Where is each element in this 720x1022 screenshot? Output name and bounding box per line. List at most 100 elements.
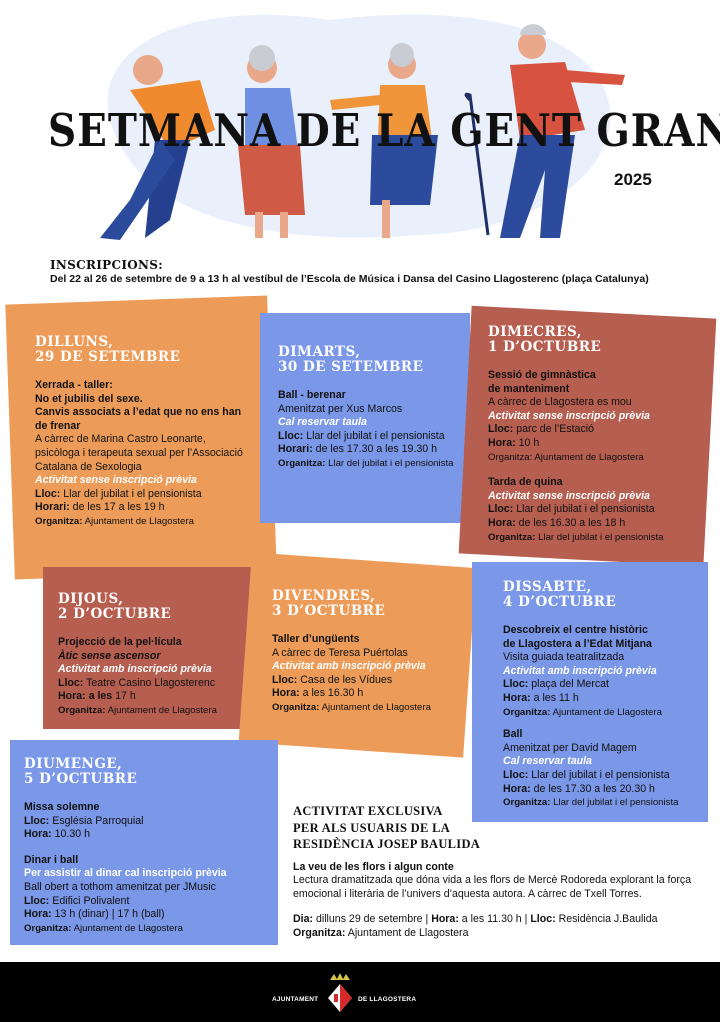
day-title-line: 1 D’OCTUBRE [488, 339, 602, 355]
event-title: Descobreix el centre històric [503, 624, 648, 636]
event-detail: Horari: de les 17.30 a les 19.30 h [278, 443, 468, 457]
detail-value: 10.30 h [51, 828, 90, 841]
detail-label: Organitza: [272, 701, 320, 713]
footer-text-right: DE LLAGOSTERA [358, 996, 417, 1003]
event-note: Activitat amb inscripció prèvia [272, 660, 426, 673]
detail-label: Hora: [488, 516, 516, 529]
event-text: A càrrec de Llagostera es mou [488, 396, 632, 409]
event-detail: Hora: 13 h (dinar) | 17 h (ball) [24, 908, 274, 922]
day-title-line: DILLUNS, [35, 334, 114, 350]
event-note: Activitat sense inscripció prèvia [35, 474, 197, 487]
inscriptions-heading: INSCRIPCIONS: [50, 258, 163, 272]
event-note: Cal reservar taula [503, 755, 592, 768]
detail-value: de les 17.30 a les 19.30 h [312, 443, 438, 456]
detail-label: Hora: [503, 782, 531, 795]
event-text: Amenitzat per Xus Marcos [278, 402, 403, 415]
day-title: DIJOUS, 2 D’OCTUBRE [58, 592, 253, 622]
day-diumenge: DIUMENGE, 5 D’OCTUBRE Missa solemne Lloc: E… [24, 757, 274, 947]
event-text: A càrrec de Teresa Puértolas [272, 646, 408, 659]
event-title: Tarda de quina [488, 476, 563, 489]
panel-diumenge-bg [10, 740, 278, 945]
event-title: Ball - berenar [278, 389, 346, 401]
detail-value: a les 16.30 h [299, 687, 364, 700]
event: Missa solemne Lloc: Església Parroquial Ho… [24, 801, 274, 842]
coat-of-arms-logo [328, 973, 352, 1012]
event-detail: Organitza: Llar del jubilat i el pension… [278, 457, 468, 471]
event: Xerrada - taller: No et jubilis del sexe.… [35, 379, 245, 529]
event-title: Projecció de la pel·lícula [58, 636, 182, 648]
dia-value: dilluns 29 de setembre | [313, 913, 432, 926]
day-dimecres: DIMECRES, 1 D’OCTUBRE Sessió de gimnàstica… [488, 325, 698, 556]
detail-value: 17 h [112, 690, 136, 703]
event-detail: Organitza: Ajuntament de Llagostera [58, 704, 253, 718]
hora-value: a les 11.30 h | [458, 913, 531, 926]
event: Taller d’ungüents A càrrec de Teresa Puér… [272, 633, 467, 715]
event-note: Activitat sense inscripció prèvia [488, 489, 650, 502]
event-text: Organitza: Ajuntament de Llagostera [488, 451, 644, 463]
event-detail: Lloc: Llar del jubilat i el pensionista [488, 503, 698, 517]
event-detail: Lloc: Església Parroquial [24, 815, 274, 829]
detail-value: Edifici Polivalent [49, 894, 130, 907]
figure-man-right [500, 24, 625, 238]
detail-value: a les 11 h [530, 691, 579, 704]
event-detail: Hora: 10 h [488, 437, 698, 451]
day-title: DILLUNS, 29 DE SETEMBRE [35, 335, 245, 365]
event-text: Amenitzat per David Magem [503, 741, 637, 754]
day-title: DISSABTE, 4 D’OCTUBRE [503, 580, 708, 610]
inscriptions-section: INSCRIPCIONS: Del 22 al 26 de setembre d… [50, 258, 715, 286]
day-title: DIMARTS, 30 DE SETEMBRE [278, 345, 468, 375]
detail-value: Llar del jubilat i el pensionista [325, 457, 454, 469]
detail-label: Lloc: [24, 894, 50, 907]
event-detail: Organitza: Ajuntament de Llagostera [35, 515, 245, 529]
inscriptions-text: Del 22 al 26 de setembre de 9 a 13 h al … [50, 273, 649, 285]
event: Dinar i ball Per assistir al dinar cal in… [24, 854, 274, 936]
detail-value: Llar del jubilat i el pensionista [60, 487, 202, 500]
day-title: DIVENDRES, 3 D’OCTUBRE [272, 589, 467, 619]
event-text: Ball obert a tothom amenitzat per JMusic [24, 880, 216, 893]
figure-woman-blue [238, 45, 305, 238]
detail-value: Casa de les Vídues [297, 673, 393, 686]
figure-man-left [100, 55, 215, 240]
detail-value: 13 h (dinar) | 17 h (ball) [51, 908, 165, 921]
event-text: A càrrec de Marina Castro Leonarte, psic… [35, 433, 243, 473]
detail-label: Organitza: [58, 704, 106, 716]
dia-label: Dia: [293, 913, 314, 926]
poster-year: 2025 [614, 170, 652, 189]
day-title: DIMECRES, 1 D’OCTUBRE [488, 325, 698, 355]
event: Tarda de quina Activitat sense inscripció… [488, 476, 698, 544]
event-detail: Lloc: Teatre Casino Llagosterenc [58, 677, 253, 691]
hero-illustration: SETMANA DE LA GENT GRAN 2025 [0, 0, 720, 250]
detail-label: Hora: [488, 436, 516, 449]
exclusive-heading-line: ACTIVITAT EXCLUSIVA [293, 804, 443, 818]
exclusive-description: Lectura dramatitzada que dóna vida a les… [293, 874, 692, 900]
day-dissabte: DISSABTE, 4 D’OCTUBRE Descobreix el centre… [503, 580, 708, 819]
event: Ball Amenitzat per David Magem Cal reserva… [503, 728, 708, 810]
event-detail: Organitza: Ajuntament de Llagostera [503, 706, 708, 720]
exclusive-heading-line: RESIDÈNCIA JOSEP BAULIDA [293, 837, 481, 851]
exclusive-schedule: Dia: dilluns 29 de setembre | Hora: a le… [293, 913, 713, 927]
detail-value: Ajuntament de Llagostera [319, 701, 431, 713]
day-title-line: 4 D’OCTUBRE [503, 594, 617, 610]
detail-value: Llar del jubilat i el pensionista [535, 531, 664, 543]
event-note: Àtic sense ascensor [58, 649, 161, 662]
detail-value: Església Parroquial [49, 814, 144, 827]
detail-label: Hora: [503, 691, 531, 704]
day-title-line: DISSABTE, [503, 579, 592, 595]
detail-label: Lloc: [503, 768, 529, 781]
event-detail: Lloc: plaça del Mercat [503, 678, 708, 692]
detail-label: Organitza: [503, 706, 551, 718]
dancing-seniors-illustration [100, 14, 625, 240]
event-detail: Hora: a les 11 h [503, 692, 708, 706]
detail-value: Llar del jubilat i el pensionista [513, 503, 655, 516]
event-note: Activitat amb inscripció prèvia [503, 664, 657, 677]
day-title-line: DIMARTS, [278, 344, 361, 360]
detail-value: Llar del jubilat i el pensionista [528, 768, 670, 781]
event-title: Dinar i ball [24, 853, 79, 866]
detail-value: parc de l’Estació [513, 423, 594, 436]
event-title: Canvis associats a l’edat que no ens han… [35, 406, 242, 432]
day-title-line: 29 DE SETEMBRE [35, 349, 181, 365]
detail-label: Lloc: [488, 423, 514, 436]
day-title-line: DIUMENGE, [24, 756, 123, 772]
event-detail: Hora: a les 16.30 h [272, 687, 467, 701]
day-title-line: 3 D’OCTUBRE [272, 603, 386, 619]
